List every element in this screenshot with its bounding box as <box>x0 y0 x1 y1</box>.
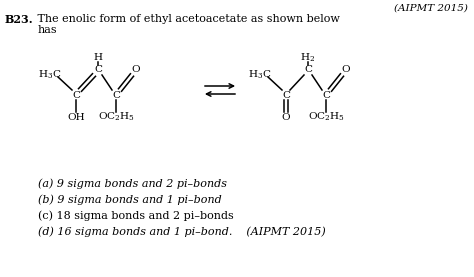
Text: C: C <box>72 91 80 99</box>
Text: O: O <box>282 112 290 122</box>
Text: $\mathregular{OC_2H_5}$: $\mathregular{OC_2H_5}$ <box>98 111 134 123</box>
Text: O: O <box>342 65 350 75</box>
Text: (d) 16 sigma bonds and 1 pi–bond.    (AIPMT 2015): (d) 16 sigma bonds and 1 pi–bond. (AIPMT… <box>38 226 326 237</box>
Text: (a) 9 sigma bonds and 2 pi–bonds: (a) 9 sigma bonds and 2 pi–bonds <box>38 178 227 189</box>
Text: The enolic form of ethyl acetoacetate as shown below: The enolic form of ethyl acetoacetate as… <box>34 14 340 24</box>
Text: C: C <box>304 65 312 75</box>
Text: H: H <box>93 53 102 63</box>
Text: $\mathregular{H_2}$: $\mathregular{H_2}$ <box>301 52 316 64</box>
Text: O: O <box>132 65 140 75</box>
Text: $\mathregular{H_3C}$: $\mathregular{H_3C}$ <box>38 69 62 81</box>
Text: (b) 9 sigma bonds and 1 pi–bond: (b) 9 sigma bonds and 1 pi–bond <box>38 194 222 204</box>
Text: B23.: B23. <box>5 14 34 25</box>
Text: (AIPMT 2015): (AIPMT 2015) <box>394 4 468 13</box>
Text: C: C <box>94 65 102 75</box>
Text: C: C <box>322 91 330 99</box>
Text: has: has <box>38 25 58 35</box>
Text: $\mathregular{H_3C}$: $\mathregular{H_3C}$ <box>248 69 272 81</box>
Text: C: C <box>112 91 120 99</box>
Text: $\mathregular{OC_2H_5}$: $\mathregular{OC_2H_5}$ <box>308 111 344 123</box>
Text: (c) 18 sigma bonds and 2 pi–bonds: (c) 18 sigma bonds and 2 pi–bonds <box>38 210 234 220</box>
Text: OH: OH <box>67 112 85 122</box>
Text: C: C <box>282 91 290 99</box>
